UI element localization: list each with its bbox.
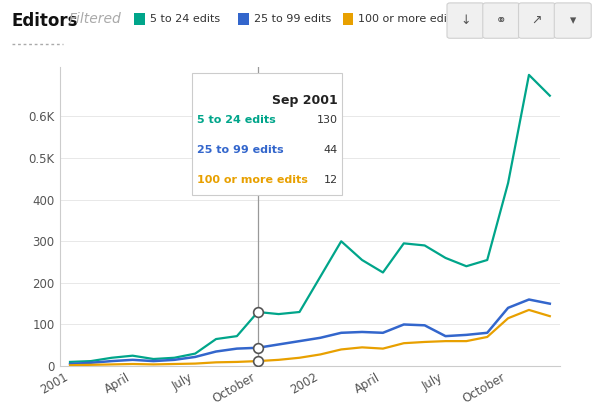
- Text: 5 to 24 edits: 5 to 24 edits: [197, 116, 276, 126]
- Text: ↓: ↓: [460, 14, 471, 27]
- Text: ⚭: ⚭: [496, 14, 507, 27]
- Text: 130: 130: [316, 116, 337, 126]
- Text: 100 or more edits: 100 or more edits: [197, 176, 308, 186]
- Text: Sep 2001: Sep 2001: [272, 94, 337, 106]
- Text: 5 to 24 edits: 5 to 24 edits: [150, 14, 220, 24]
- Text: 100 or more edits: 100 or more edits: [358, 14, 457, 24]
- Text: Editors: Editors: [12, 12, 79, 30]
- Text: 44: 44: [323, 146, 337, 156]
- Text: ↗: ↗: [532, 14, 542, 27]
- Text: 12: 12: [324, 176, 337, 186]
- Text: ▾: ▾: [570, 14, 576, 27]
- Text: 25 to 99 edits: 25 to 99 edits: [254, 14, 331, 24]
- Text: Filtered: Filtered: [69, 12, 122, 27]
- Text: 25 to 99 edits: 25 to 99 edits: [197, 146, 284, 156]
- FancyBboxPatch shape: [193, 72, 343, 196]
